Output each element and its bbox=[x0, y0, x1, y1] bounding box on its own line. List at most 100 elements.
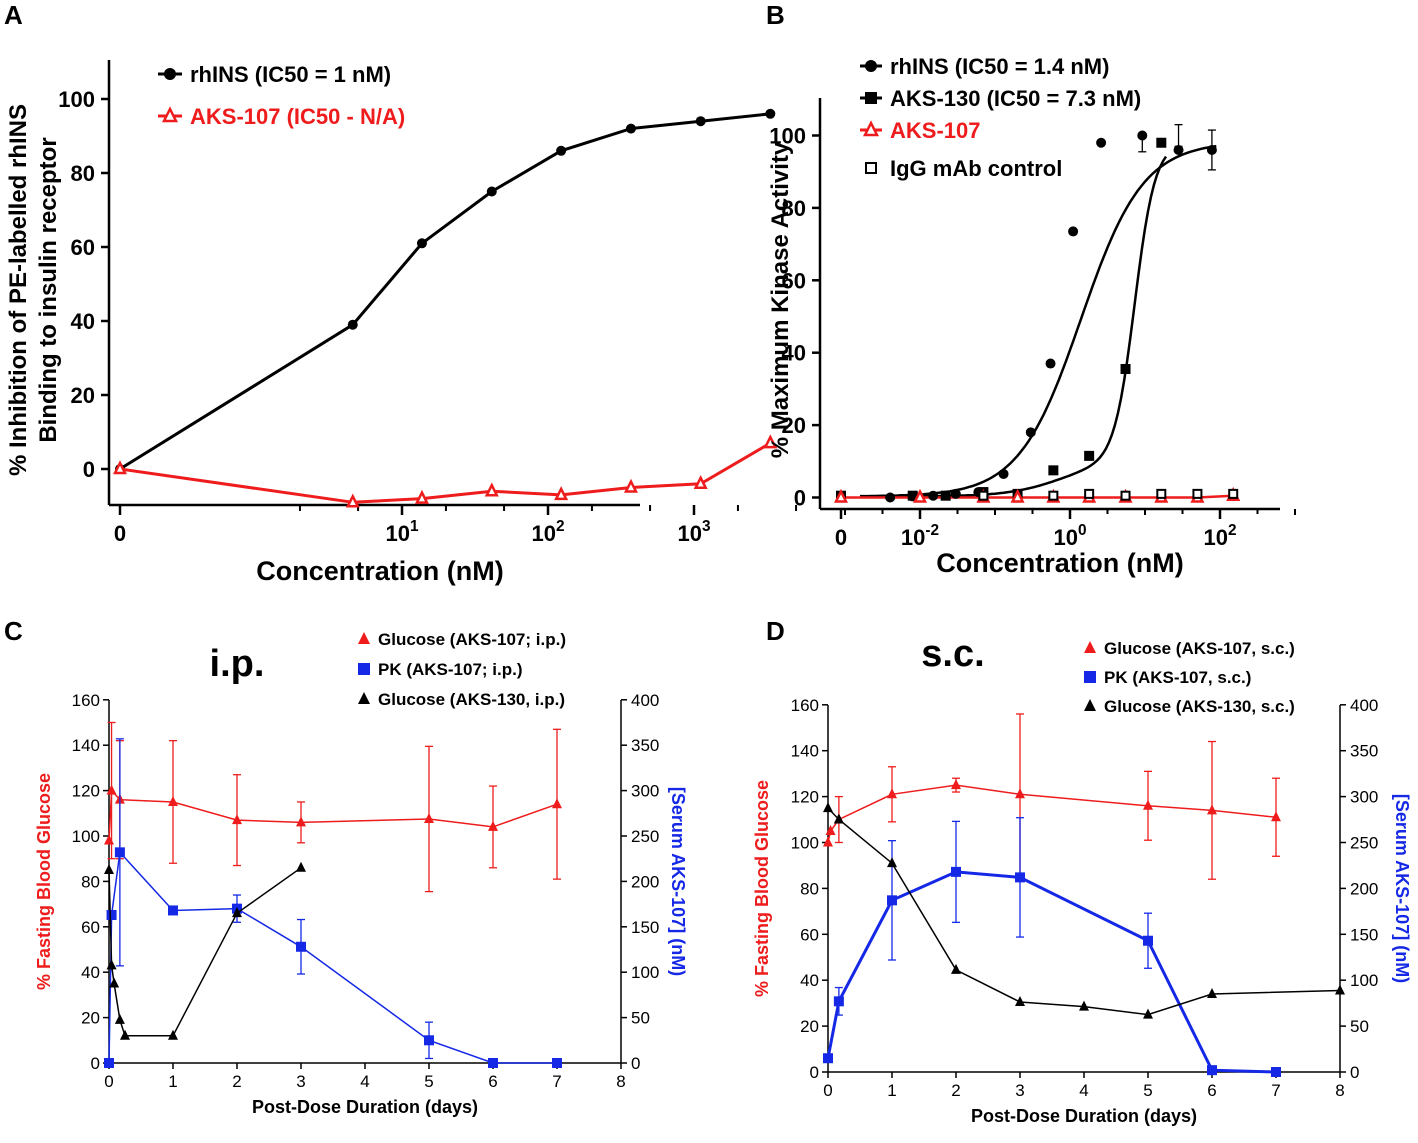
legend-marker bbox=[358, 663, 370, 675]
legend-label: Glucose (AKS-107; i.p.) bbox=[378, 630, 566, 649]
legend-marker bbox=[865, 162, 877, 174]
series-line-aks107 bbox=[841, 494, 1234, 499]
data-point-2 bbox=[232, 907, 242, 918]
data-point-0 bbox=[552, 798, 562, 809]
legend-label: AKS-107 (IC50 - N/A) bbox=[190, 104, 405, 129]
y-right-tick-label: 350 bbox=[631, 736, 659, 755]
legend-label: IgG mAb control bbox=[890, 156, 1062, 181]
y-right-axis-title: [Serum AKS-107] (nM) bbox=[1392, 794, 1412, 983]
x-tick-label: 7 bbox=[552, 1072, 561, 1091]
x-tick-label: 4 bbox=[1079, 1081, 1088, 1100]
y-right-axis-title: [Serum AKS-107] (nM) bbox=[668, 787, 688, 976]
y-left-tick-label: 20 bbox=[81, 1009, 100, 1028]
x-tick-label: 4 bbox=[360, 1072, 369, 1091]
y-left-tick-label: 60 bbox=[81, 918, 100, 937]
legend-marker bbox=[865, 92, 877, 104]
legend-label: AKS-130 (IC50 = 7.3 nM) bbox=[890, 86, 1141, 111]
y-left-tick-label: 20 bbox=[800, 1017, 819, 1036]
x-tick-label: 7 bbox=[1271, 1081, 1280, 1100]
legend-marker bbox=[1084, 671, 1096, 683]
legend-label: PK (AKS-107, s.c.) bbox=[1104, 668, 1251, 687]
x-axis-title: Post-Dose Duration (days) bbox=[252, 1097, 478, 1117]
series-line-2 bbox=[108, 867, 302, 1037]
y-right-tick-label: 0 bbox=[631, 1054, 640, 1073]
data-point-0 bbox=[1207, 804, 1217, 815]
data-point-0 bbox=[885, 492, 896, 503]
y-right-tick-label: 200 bbox=[631, 872, 659, 891]
y-right-tick-label: 350 bbox=[1350, 742, 1378, 761]
data-point-0 bbox=[104, 834, 114, 845]
data-point-0 bbox=[1025, 427, 1036, 438]
series-line-2 bbox=[827, 807, 1341, 1016]
data-point-0 bbox=[1096, 137, 1107, 148]
data-point-2 bbox=[1335, 984, 1345, 995]
y-right-tick-label: 50 bbox=[1350, 1017, 1369, 1036]
panel-label-c: C bbox=[4, 616, 23, 646]
y-left-tick-label: 160 bbox=[72, 691, 100, 710]
data-point-0 bbox=[765, 108, 776, 119]
data-point-0 bbox=[887, 788, 897, 799]
x-tick-label: 102 bbox=[531, 518, 564, 546]
y-left-tick-label: 40 bbox=[800, 971, 819, 990]
y-left-tick-label: 120 bbox=[791, 788, 819, 807]
data-point-3 bbox=[1156, 488, 1167, 499]
data-point-2 bbox=[106, 959, 117, 970]
x-tick-label: 2 bbox=[951, 1081, 960, 1100]
y-left-tick-label: 140 bbox=[72, 736, 100, 755]
data-point-1 bbox=[907, 490, 918, 501]
data-point-1 bbox=[1048, 465, 1059, 476]
data-point-1 bbox=[887, 895, 897, 906]
fit-curve-aks130 bbox=[860, 155, 1168, 498]
data-point-0 bbox=[1015, 788, 1025, 799]
x-axis-title: Concentration (nM) bbox=[256, 556, 503, 586]
data-point-2 bbox=[833, 488, 849, 503]
data-point-2 bbox=[296, 861, 306, 872]
data-point-3 bbox=[1048, 490, 1059, 501]
x-tick-label: 0 bbox=[104, 1072, 113, 1091]
data-point-2 bbox=[823, 802, 833, 813]
panel-label-b: B bbox=[766, 0, 785, 30]
series-line-0 bbox=[119, 112, 771, 471]
data-point-0 bbox=[416, 238, 427, 249]
y-right-tick-label: 150 bbox=[1350, 925, 1378, 944]
y-right-tick-label: 400 bbox=[631, 691, 659, 710]
legend-marker bbox=[865, 60, 877, 72]
data-point-0 bbox=[106, 784, 117, 795]
data-point-1 bbox=[168, 905, 178, 916]
data-point-1 bbox=[1015, 872, 1025, 883]
data-point-0 bbox=[486, 186, 497, 197]
x-tick-label: 8 bbox=[1335, 1081, 1344, 1100]
data-point-1 bbox=[763, 434, 778, 449]
y-left-tick-label: 80 bbox=[81, 872, 100, 891]
x-tick-label: 1 bbox=[168, 1072, 177, 1091]
data-point-1 bbox=[940, 490, 951, 501]
data-point-0 bbox=[695, 116, 706, 127]
legend-label: Glucose (AKS-107, s.c.) bbox=[1104, 639, 1295, 658]
data-point-1 bbox=[951, 866, 961, 877]
y-tick-label: 0 bbox=[794, 486, 806, 511]
y-right-tick-label: 200 bbox=[1350, 879, 1378, 898]
data-point-2 bbox=[168, 1029, 178, 1040]
data-point-1 bbox=[693, 475, 708, 490]
chart-title: s.c. bbox=[921, 633, 984, 675]
x-tick-label: 6 bbox=[488, 1072, 497, 1091]
data-point-1 bbox=[414, 489, 429, 504]
data-point-0 bbox=[1271, 811, 1281, 822]
data-point-0 bbox=[1143, 799, 1153, 810]
data-point-1 bbox=[424, 1035, 434, 1046]
data-point-1 bbox=[488, 1058, 498, 1068]
panel-c: 0204060801001201401600501001502002503003… bbox=[34, 630, 688, 1117]
legend-marker bbox=[164, 68, 176, 80]
y-left-tick-label: 0 bbox=[91, 1054, 100, 1073]
y-left-tick-label: 120 bbox=[72, 782, 100, 801]
data-point-0 bbox=[625, 123, 636, 134]
series-line-0 bbox=[108, 788, 558, 841]
x-axis-title: Post-Dose Duration (days) bbox=[971, 1106, 1197, 1126]
data-point-0 bbox=[1173, 144, 1184, 155]
data-point-1 bbox=[552, 1058, 562, 1068]
data-point-0 bbox=[928, 490, 939, 501]
panel-label-d: D bbox=[766, 616, 785, 646]
y-right-tick-label: 150 bbox=[631, 918, 659, 937]
data-point-1 bbox=[1143, 935, 1153, 946]
data-point-1 bbox=[623, 478, 638, 493]
